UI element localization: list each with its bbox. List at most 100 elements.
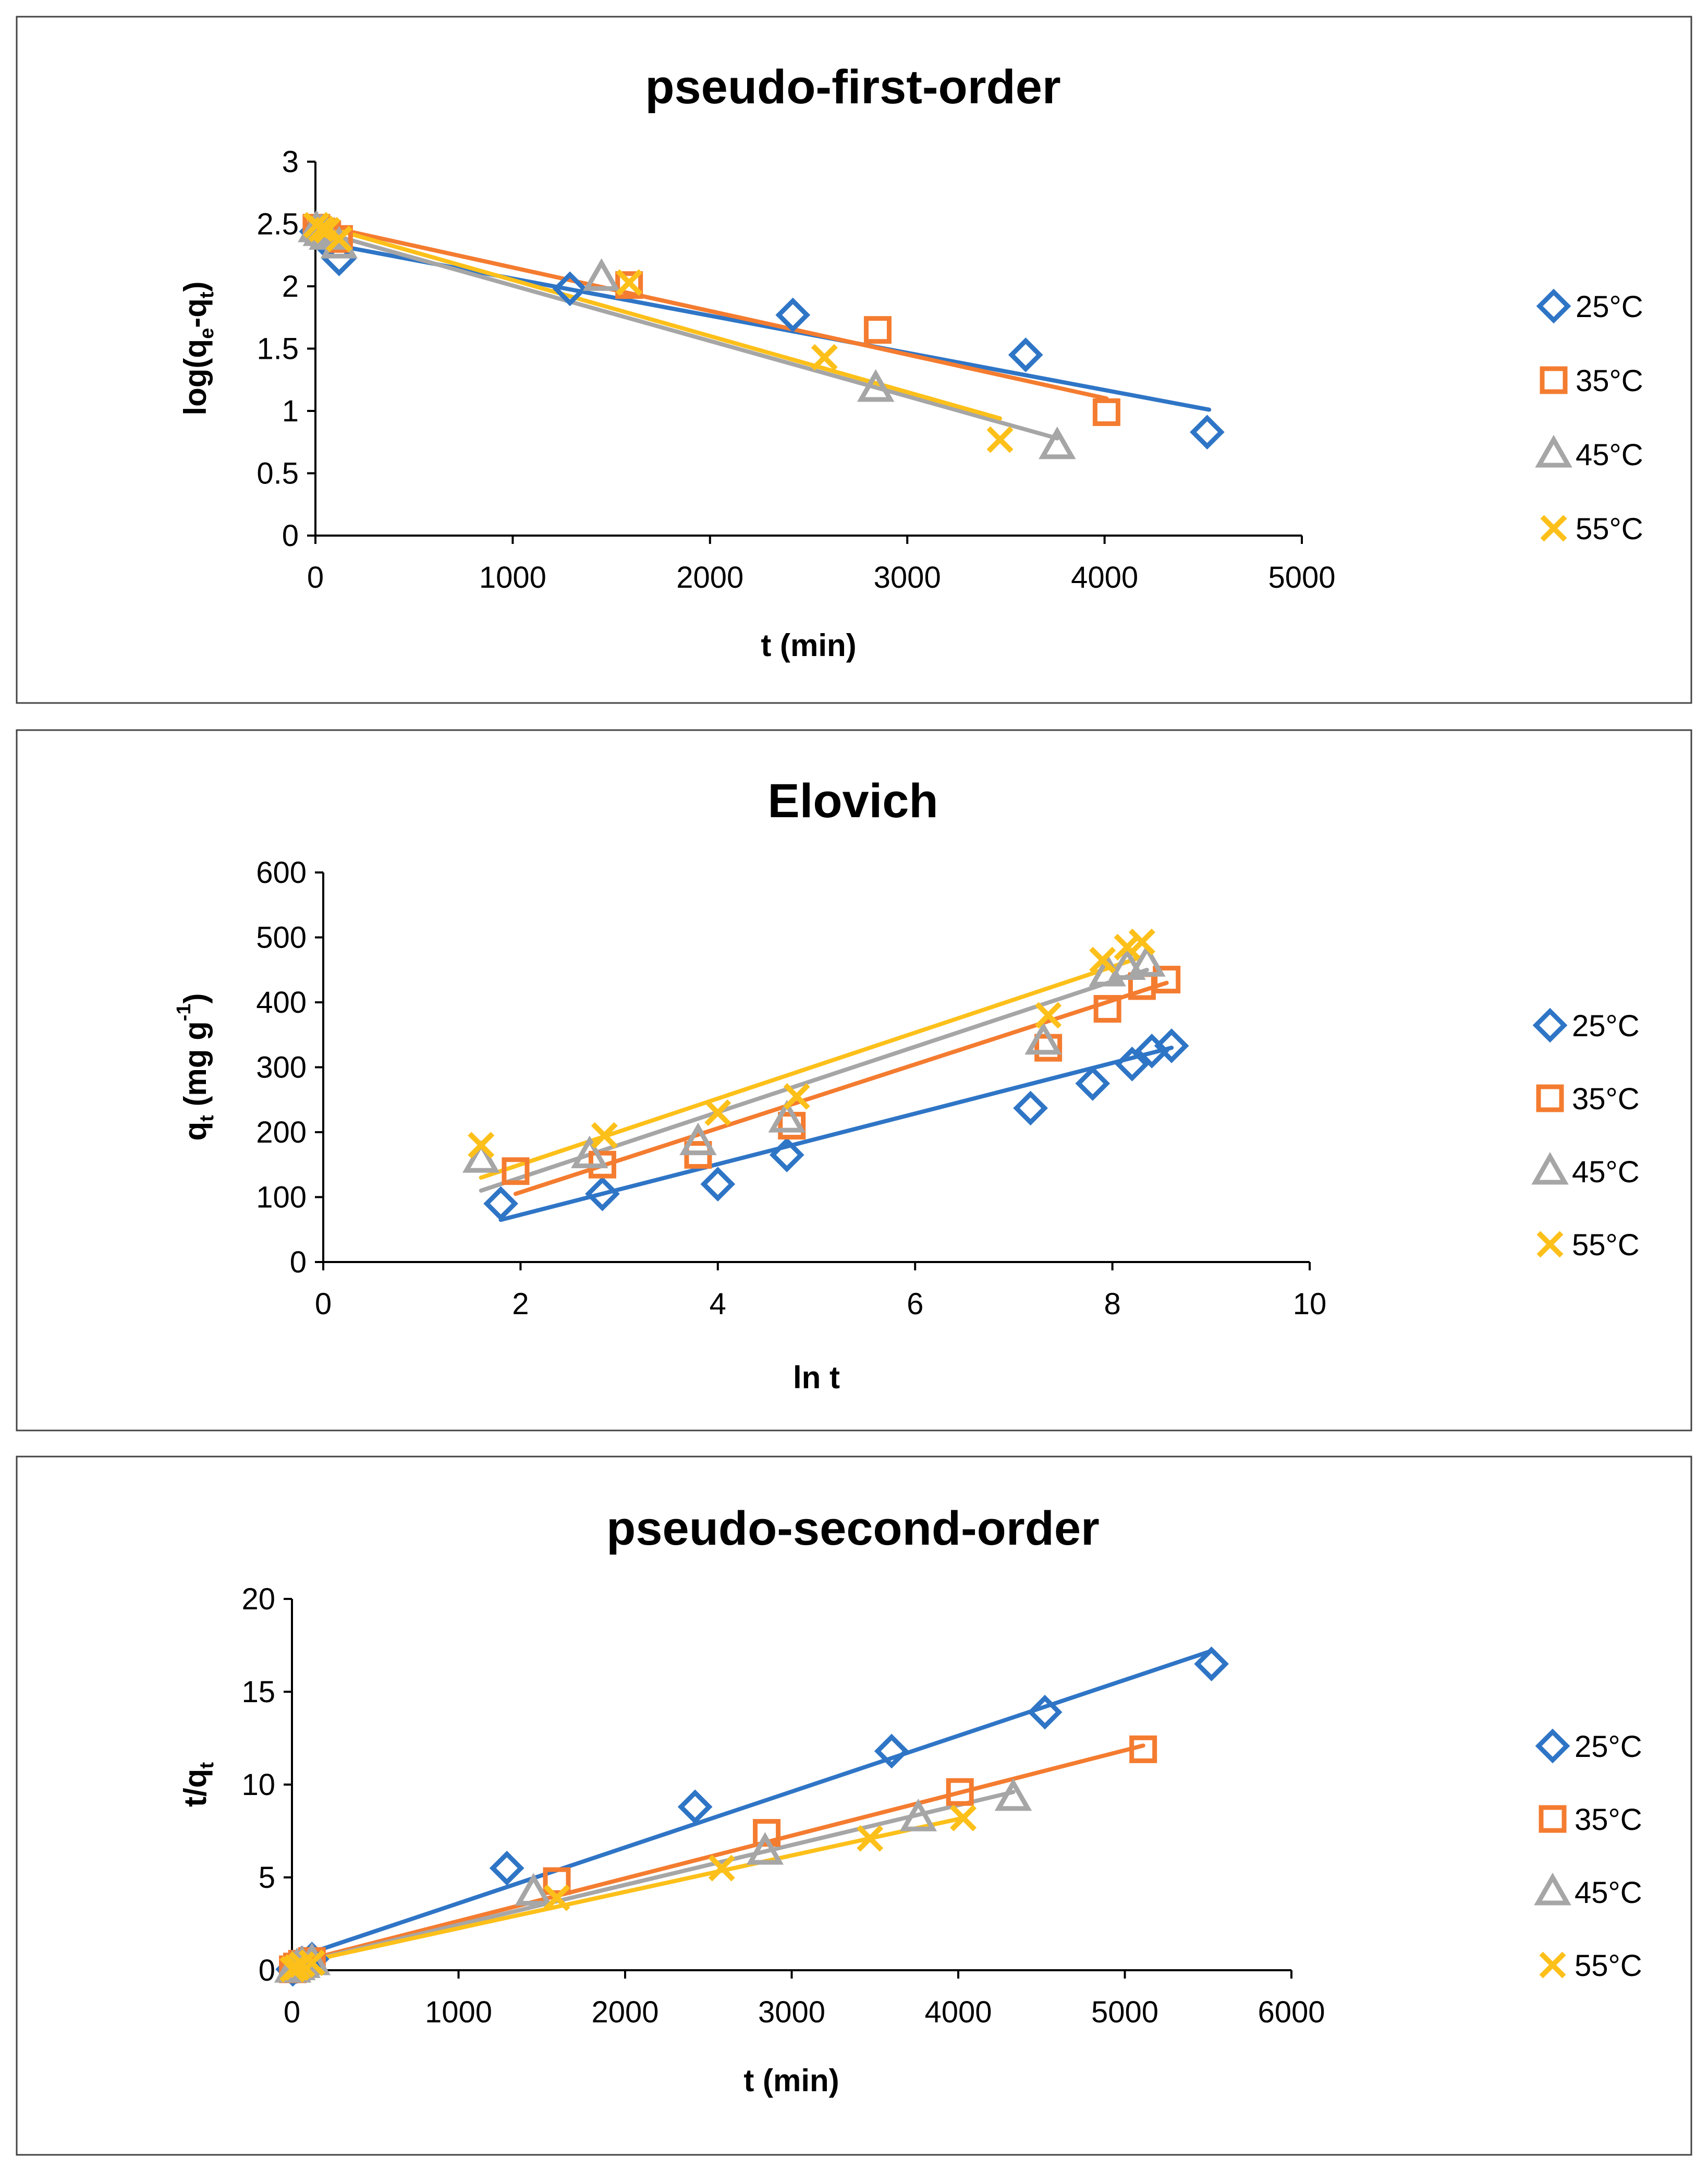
pfo-x-axis-label: t (min) (761, 628, 856, 663)
elovich-legend-label: 45°C (1572, 1155, 1640, 1189)
elovich-point-55C (1114, 933, 1141, 961)
pfo-point-25C (775, 297, 811, 333)
elovich-legend-label: 25°C (1572, 1009, 1640, 1043)
elovich-point-45C (571, 1135, 608, 1169)
pfo-y-axis-label-part: ) (178, 281, 213, 292)
pfo-y-axis-label-part: e (196, 328, 218, 339)
elovich-point-25C (1013, 1090, 1048, 1126)
elovich-x-tick-label: 0 (315, 1287, 332, 1321)
elovich-chart-title: Elovich (767, 774, 938, 828)
pso-legend-label: 35°C (1575, 1803, 1642, 1837)
pso-legend-label: 25°C (1575, 1730, 1642, 1764)
elovich-y-tick-label: 200 (256, 1115, 307, 1149)
pfo-trendline-25C (313, 239, 1212, 412)
pso-legend-marker-55C (1539, 1951, 1566, 1979)
pfo-point-55C (986, 426, 1014, 453)
pso-point-25C (1027, 1694, 1063, 1730)
elovich-x-tick-label: 10 (1293, 1287, 1327, 1321)
elovich-point-45C (1128, 944, 1166, 977)
elovich-point-25C (769, 1137, 804, 1172)
pso-x-tick-label: 2000 (591, 1995, 658, 2029)
pso-legend-marker-45C (1534, 1872, 1571, 1906)
pso-point-25C (1194, 1646, 1229, 1681)
pfo-y-tick-label: 0.5 (257, 457, 299, 491)
elovich-y-axis-label-part: q (178, 1122, 213, 1141)
elovich-point-35C (502, 1157, 530, 1185)
pso-y-tick-label: 10 (241, 1768, 275, 1802)
elovich-legend-label: 35°C (1572, 1082, 1640, 1116)
elovich-y-tick-label: 600 (256, 856, 307, 890)
elovich-point-45C (1024, 1022, 1062, 1055)
pfo-y-axis-label-part: t (196, 292, 218, 298)
pfo-chart-frame (16, 16, 1692, 704)
elovich-chart-frame (16, 729, 1692, 1432)
elovich-x-tick-label: 2 (512, 1287, 529, 1321)
elovich-x-tick-label: 8 (1104, 1287, 1120, 1321)
pfo-x-tick-label: 0 (307, 561, 324, 595)
pfo-point-35C (863, 316, 892, 344)
pso-x-tick-label: 0 (284, 1995, 300, 2029)
pso-y-tick-label: 5 (259, 1861, 275, 1895)
pso-legend-marker-35C (1539, 1805, 1567, 1833)
pso-y-tick-label: 0 (259, 1954, 275, 1987)
elovich-point-25C (1154, 1028, 1189, 1063)
pso-x-tick-label: 3000 (758, 1995, 825, 2029)
elovich-legend-marker-25C (1532, 1008, 1568, 1043)
pfo-point-55C (616, 269, 643, 296)
elovich-point-25C (1075, 1066, 1111, 1101)
pfo-y-tick-label: 0 (282, 519, 299, 553)
pfo-y-tick-label: 2.5 (257, 208, 299, 241)
pfo-x-tick-label: 3000 (874, 561, 941, 595)
pfo-y-tick-label: 3 (282, 145, 299, 179)
elovich-legend-marker-35C (1536, 1084, 1564, 1112)
elovich-point-55C (1035, 1002, 1062, 1029)
elovich-x-axis-label: ln t (793, 1360, 840, 1395)
elovich-x-tick-label: 6 (907, 1287, 923, 1321)
pfo-legend-label: 25°C (1576, 290, 1643, 324)
pso-point-35C (1129, 1735, 1157, 1763)
pso-trendline-25C (290, 1648, 1214, 1961)
pso-y-axis-label: t/qt (178, 1762, 218, 1807)
elovich-legend-marker-55C (1536, 1231, 1564, 1258)
pso-point-55C (857, 1825, 884, 1852)
elovich-point-25C (483, 1186, 518, 1221)
elovich-point-45C (679, 1122, 717, 1156)
pfo-y-tick-label: 1.5 (257, 332, 299, 366)
pso-point-45C (994, 1778, 1032, 1811)
pso-trendline-55C (290, 1816, 966, 1967)
pfo-trendline-35C (313, 222, 1109, 401)
pfo-y-axis-label: log(qe-qt) (178, 281, 218, 415)
elovich-point-35C (1093, 994, 1121, 1023)
pso-x-tick-label: 4000 (924, 1995, 992, 2029)
pso-x-axis-label: t (min) (743, 2063, 839, 2098)
elovich-y-axis-label-part: (mg g (178, 1021, 213, 1115)
elovich-point-45C (1108, 947, 1146, 980)
elovich-y-axis-label-part: -1 (173, 1003, 195, 1021)
pfo-chart: pseudo-first-order 0 0.5 1 1.5 2 2.5 3 0 1000 2000… (16, 16, 1692, 704)
pfo-legend-marker-55C (1540, 515, 1567, 542)
elovich-y-axis-label-part: t (196, 1115, 218, 1122)
elovich-point-25C (1115, 1046, 1150, 1082)
pfo-legend-marker-25C (1536, 288, 1571, 324)
pfo-point-45C (857, 369, 895, 402)
elovich-point-55C (1128, 928, 1155, 955)
pso-point-55C (298, 1949, 325, 1976)
elovich-y-tick-label: 500 (256, 921, 307, 955)
pso-point-55C (708, 1854, 735, 1882)
pfo-point-25C (1008, 337, 1043, 372)
pfo-y-axis-label-part: log(q (178, 339, 213, 416)
elovich-y-tick-label: 0 (290, 1245, 307, 1279)
pfo-point-45C (582, 258, 620, 291)
pfo-y-tick-label: 2 (282, 270, 299, 304)
pfo-point-55C (811, 344, 838, 371)
elovich-point-25C (700, 1167, 736, 1202)
elovich-y-tick-label: 100 (256, 1181, 307, 1215)
pso-trendline-45C (290, 1790, 1016, 1967)
pfo-legend-label: 35°C (1576, 364, 1643, 398)
elovich-legend-marker-45C (1531, 1151, 1569, 1185)
pfo-x-tick-label: 1000 (479, 561, 546, 595)
elovich-point-25C (585, 1176, 620, 1211)
pso-legend-label: 55°C (1575, 1949, 1642, 1983)
pso-point-55C (543, 1884, 570, 1911)
